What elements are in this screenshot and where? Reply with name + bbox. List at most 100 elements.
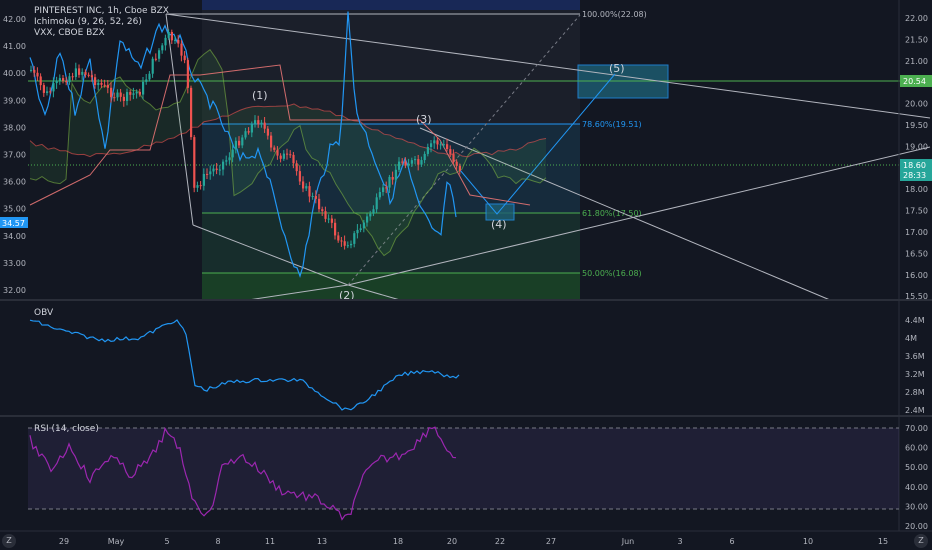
candle-body: [193, 137, 196, 188]
candle-body: [254, 120, 257, 125]
candle-body: [401, 161, 404, 163]
candle-body: [161, 45, 164, 51]
wave-label-1: (1): [252, 89, 268, 102]
left-axis-tick: 32.00: [3, 286, 26, 295]
time-axis[interactable]: 29 May 5 8 11 13 18 20 22 27 Jun 3 6 10 15: [59, 537, 888, 546]
rsi-axis[interactable]: 70.00 60.00 50.00 40.00 30.00 20.00: [905, 424, 928, 531]
candle-body: [391, 176, 394, 180]
candle-body: [452, 154, 455, 162]
candle-body: [202, 173, 205, 186]
right-axis-tick: 17.00: [905, 228, 928, 237]
candle-body: [247, 131, 250, 133]
candle-body: [238, 140, 241, 146]
candle-body: [346, 245, 349, 247]
candle-body: [74, 68, 77, 77]
candle-body: [394, 169, 397, 180]
candle-body: [174, 39, 177, 41]
candle-body: [33, 69, 36, 73]
candle-body: [129, 92, 132, 95]
candle-body: [94, 77, 97, 86]
candle-body: [455, 161, 458, 166]
candle-body: [183, 55, 186, 61]
candle-body: [388, 176, 391, 188]
obv-axis-tick: 3.6M: [905, 352, 925, 361]
candle-body: [250, 124, 253, 133]
obv-axis-tick: 2.8M: [905, 388, 925, 397]
candle-body: [426, 146, 429, 154]
right-axis-tick: 20.00: [905, 100, 928, 109]
candle-body: [167, 31, 170, 38]
left-price-axis[interactable]: 42.00 41.00 40.00 39.00 38.00 37.00 36.00 35.00…: [3, 15, 26, 295]
candle-body: [52, 83, 55, 92]
right-axis-tick: 15.50: [905, 292, 928, 301]
current-price-badge: [900, 159, 932, 181]
candle-body: [215, 168, 218, 170]
rsi-axis-tick: 30.00: [905, 502, 928, 511]
fib-diagonal: [347, 14, 581, 286]
zoom-left-button[interactable]: Z: [2, 534, 16, 548]
candlesticks[interactable]: [30, 29, 461, 250]
date-axis-tick: May: [108, 537, 125, 546]
candle-body: [42, 85, 45, 93]
candle-body: [321, 209, 324, 212]
obv-legend[interactable]: OBV: [34, 308, 54, 318]
candle-body: [36, 72, 39, 77]
candle-body: [222, 161, 225, 170]
obv-axis-tick: 3.2M: [905, 370, 925, 379]
candle-body: [65, 80, 68, 83]
candle-body: [359, 228, 362, 230]
rsi-legend[interactable]: RSI (14, close): [34, 424, 99, 434]
ichimoku-legend[interactable]: Ichimoku (9, 26, 52, 26): [34, 17, 142, 27]
candle-body: [103, 84, 106, 86]
left-axis-tick: 38.00: [3, 123, 26, 132]
candle-body: [286, 153, 289, 155]
left-axis-tick: 36.00: [3, 178, 26, 187]
candle-body: [375, 197, 378, 210]
right-axis-tick: 19.50: [905, 121, 928, 130]
target-box-wave-4[interactable]: [485, 203, 515, 221]
symbol-legend[interactable]: PINTEREST INC, 1h, Cboe BZX: [34, 6, 169, 16]
trendlines[interactable]: [165, 13, 931, 301]
candle-body: [62, 78, 65, 81]
left-price-badge-text: 34.57: [2, 219, 25, 228]
left-axis-tick: 40.00: [3, 69, 26, 78]
right-axis-tick: 21.50: [905, 35, 928, 44]
ichimoku-base-line: [29, 64, 531, 206]
candle-body: [199, 185, 202, 187]
candle-body: [87, 74, 90, 76]
candle-body: [116, 92, 119, 98]
candle-body: [458, 165, 461, 171]
candle-body: [372, 209, 375, 214]
candle-body: [343, 241, 346, 246]
candle-body: [154, 58, 157, 60]
bar-countdown-text: 28:33: [903, 171, 926, 180]
candle-body: [276, 149, 279, 156]
green-price-badge: [900, 75, 932, 87]
left-axis-tick: 35.00: [3, 205, 26, 214]
rsi-axis-tick: 70.00: [905, 424, 928, 433]
candle-body: [324, 211, 327, 219]
candle-body: [231, 149, 234, 158]
wave-label-4: (4): [491, 218, 507, 231]
zoom-right-button[interactable]: Z: [914, 534, 928, 548]
obv-axis-tick: 2.4M: [905, 406, 925, 415]
fib-zone-cap: [202, 0, 580, 10]
candle-body: [46, 91, 49, 93]
candle-body: [164, 37, 167, 46]
projection-path[interactable]: [459, 73, 616, 215]
candle-body: [84, 71, 87, 75]
vxx-legend[interactable]: VXX, CBOE BZX: [34, 28, 105, 38]
right-axis-tick: 22.00: [905, 14, 928, 23]
candle-body: [241, 137, 244, 146]
candle-body: [430, 143, 433, 147]
obv-axis[interactable]: 4.4M 4M 3.6M 3.2M 2.8M 2.4M: [905, 316, 925, 415]
fib-label-50: 50.00%(16.08): [582, 269, 642, 278]
candle-body: [305, 186, 308, 189]
candle-body: [420, 160, 423, 165]
candle-body: [81, 71, 84, 75]
candle-body: [439, 144, 442, 146]
candle-body: [212, 168, 215, 172]
date-axis-tick: 10: [803, 537, 813, 546]
date-axis-tick: 5: [164, 537, 169, 546]
